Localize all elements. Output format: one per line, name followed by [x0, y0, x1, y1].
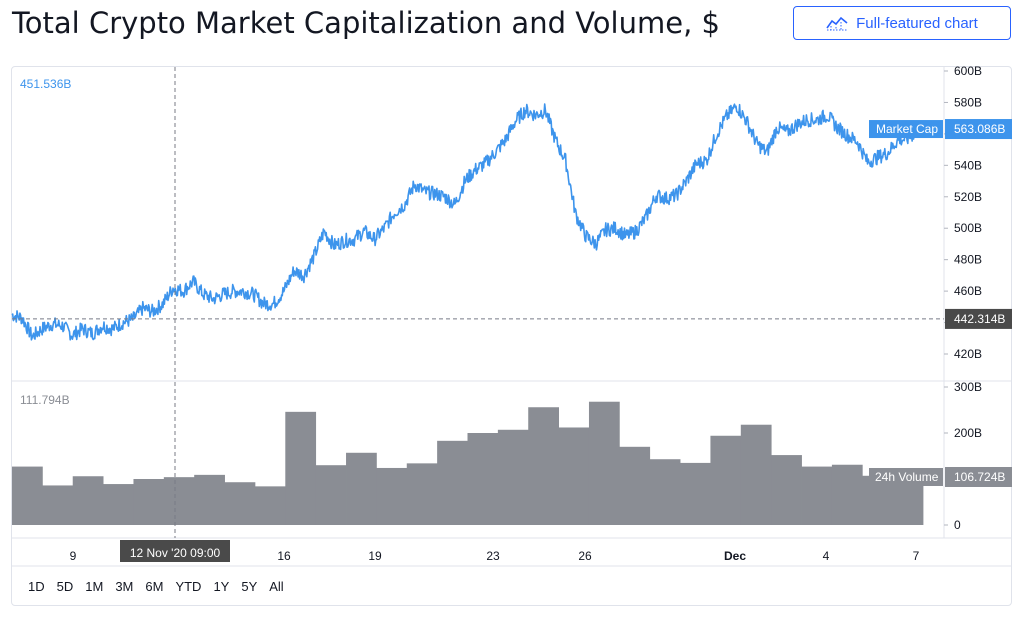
price-tick-label: 480B	[954, 253, 982, 267]
volume-bar	[497, 429, 529, 525]
volume-bar	[406, 463, 438, 525]
price-tick-label: 420B	[954, 347, 982, 361]
volume-last-label: 106.724B	[954, 470, 1005, 484]
volume-bar	[103, 484, 134, 525]
market-cap-last-tag	[945, 119, 1012, 140]
market-cap-series-tag-label: Market Cap	[876, 122, 938, 136]
page-title: Total Crypto Market Capitalization and V…	[12, 6, 720, 40]
price-tick-label: 540B	[954, 158, 982, 172]
volume-series-tag	[869, 468, 943, 486]
volume-bar	[680, 462, 711, 525]
market-cap-series-tag	[869, 120, 943, 139]
volume-crosshair-value: 111.794B	[20, 393, 70, 407]
volume-bar	[467, 433, 499, 525]
volume-bar	[72, 476, 104, 525]
full-featured-chart-label: Full-featured chart	[856, 14, 978, 32]
range-selector: 1D 5D 1M 3M 6M YTD 1Y 5Y All	[22, 578, 290, 596]
volume-bar	[315, 465, 347, 525]
volume-bar	[831, 464, 863, 525]
volume-bar	[801, 466, 833, 525]
volume-tick-label: 0	[954, 518, 961, 532]
volume-bar	[376, 467, 408, 525]
volume-bar	[163, 477, 195, 525]
volume-bar	[619, 446, 651, 525]
market-cap-crosshair-value: 451.536B	[20, 77, 71, 91]
time-tick-label: 23	[486, 549, 500, 563]
time-tick-label: 16	[277, 549, 291, 563]
volume-bar	[771, 455, 802, 525]
volume-tick-label: 200B	[954, 426, 982, 440]
volume-bar	[194, 474, 225, 525]
market-cap-last-label: 563.086B	[954, 122, 1005, 136]
volume-bar	[710, 435, 742, 525]
volume-bar	[528, 407, 559, 525]
volume-bar	[346, 452, 377, 525]
volume-bar	[649, 459, 681, 525]
volume-bar	[224, 482, 256, 525]
chart-line-icon	[826, 16, 848, 31]
range-button-1m[interactable]: 1M	[85, 579, 104, 594]
crosshair-time-label: 12 Nov '20 09:00	[130, 546, 221, 560]
crosshair-time-tag	[120, 540, 230, 562]
market-cap-line	[11, 103, 939, 341]
volume-bar	[740, 424, 772, 525]
range-button-1d[interactable]: 1D	[28, 579, 45, 594]
time-tick-label: 19	[368, 549, 382, 563]
volume-bar	[558, 427, 590, 525]
range-button-all[interactable]: All	[269, 579, 284, 594]
volume-bar	[42, 485, 74, 525]
chart-container[interactable]	[11, 66, 1012, 606]
price-tick-label: 600B	[954, 64, 982, 78]
volume-bar	[588, 401, 620, 525]
volume-tick-label: 300B	[954, 380, 982, 394]
time-tick-label: 7	[913, 549, 920, 563]
full-featured-chart-button[interactable]: Full-featured chart	[793, 6, 1011, 40]
range-button-5d[interactable]: 5D	[56, 579, 74, 594]
range-button-3m[interactable]: 3M	[115, 579, 134, 594]
volume-bar	[254, 486, 286, 525]
range-button-ytd[interactable]: YTD	[175, 579, 202, 594]
range-button-6m[interactable]: 6M	[145, 579, 164, 594]
price-tick-label: 580B	[954, 95, 982, 109]
time-tick-label: 26	[578, 549, 592, 563]
crosshair-price-tag	[945, 308, 1012, 329]
price-tick-label: 500B	[954, 221, 982, 235]
volume-bar	[133, 479, 165, 525]
volume-bar	[285, 411, 317, 525]
price-tick-label: 520B	[954, 190, 982, 204]
range-button-5y[interactable]: 5Y	[241, 579, 258, 594]
volume-bar	[12, 466, 43, 525]
range-button-1y[interactable]: 1Y	[213, 579, 230, 594]
time-tick-label: 4	[823, 549, 830, 563]
volume-last-tag	[945, 467, 1012, 487]
price-tick-label: 460B	[954, 284, 982, 298]
crosshair-price-label: 442.314B	[954, 312, 1005, 326]
volume-series-tag-label: 24h Volume	[875, 470, 939, 484]
time-tick-label: Dec	[724, 549, 746, 563]
volume-bar	[437, 440, 468, 525]
time-tick-label: 9	[70, 549, 77, 563]
